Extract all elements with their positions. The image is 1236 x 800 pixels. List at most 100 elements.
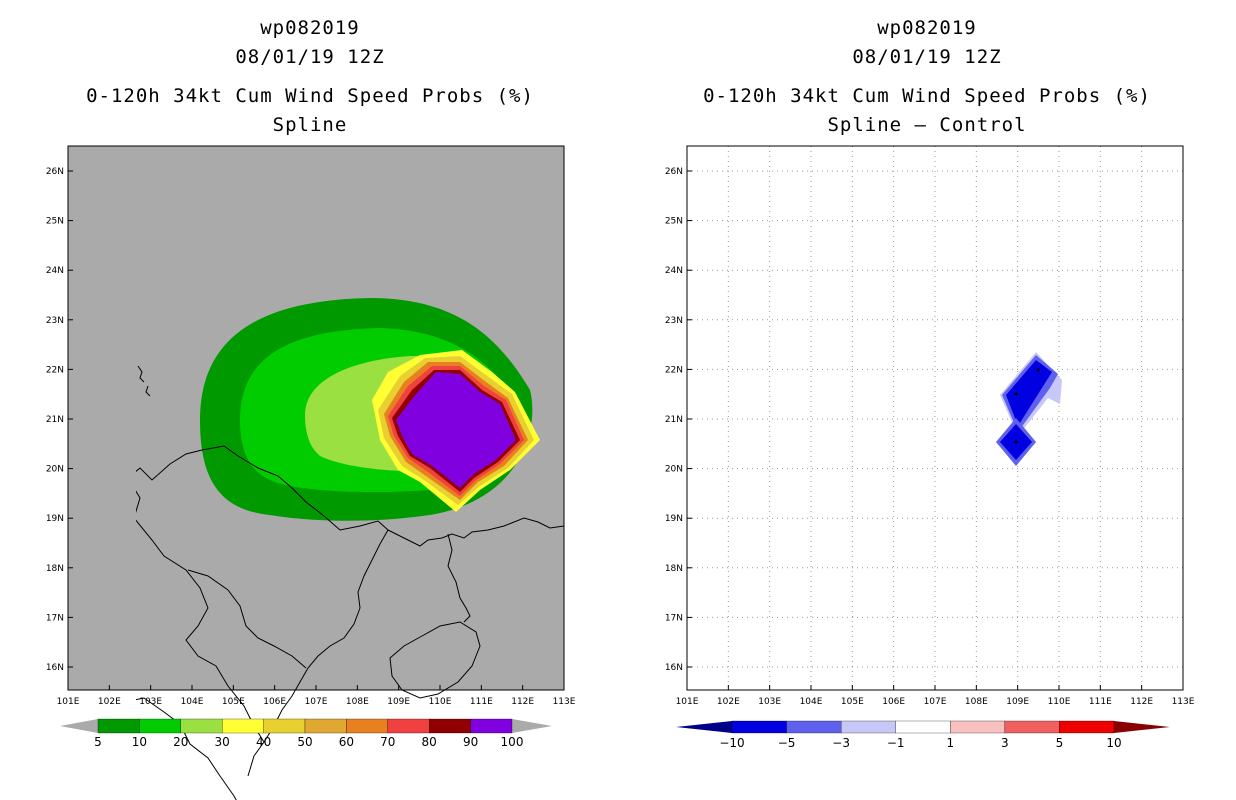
colorbar-swatch — [1004, 720, 1060, 734]
right-method: Spline – Control — [827, 114, 1027, 136]
lon-tick-label: 109E — [387, 697, 410, 707]
right-storm-id: wp082019 — [877, 17, 977, 39]
colorbar-label: 50 — [297, 735, 312, 749]
right-product: 0-120h 34kt Cum Wind Speed Probs (%) — [703, 85, 1151, 107]
colorbar-label: 1 — [946, 736, 954, 750]
colorbar-label: 90 — [463, 735, 478, 749]
lat-tick-label: 20N — [46, 465, 64, 475]
lon-tick-label: 112E — [1130, 697, 1153, 707]
colorbar-swatch — [222, 718, 264, 734]
lat-tick-label: 21N — [46, 415, 64, 425]
colorbar-swatch — [97, 718, 140, 734]
lon-tick-label: 110E — [1048, 697, 1071, 707]
left-map-panel: 101E 102E 103E 104E 105E 106E 107E 108E 109E 110E… — [46, 145, 576, 800]
colorbar-low-triangle — [676, 721, 732, 733]
lon-tick-label: 103E — [139, 697, 162, 707]
right-map-gridlines — [687, 146, 1183, 690]
lat-tick-label: 26N — [46, 167, 64, 177]
right-map-background — [687, 146, 1183, 690]
lat-tick-label: 24N — [46, 266, 64, 276]
lat-tick-label: 22N — [665, 365, 683, 375]
lon-tick-label: 108E — [346, 697, 369, 707]
lat-tick-label: 19N — [46, 514, 64, 524]
lon-tick-label: 102E — [98, 697, 121, 707]
lon-tick-label: 112E — [511, 697, 534, 707]
colorbar-swatch — [731, 720, 787, 734]
colorbar-swatch — [346, 718, 388, 734]
colorbar-label: −1 — [887, 736, 905, 750]
lat-tick-label: 18N — [46, 564, 64, 574]
lat-tick-label: 23N — [665, 316, 683, 326]
left-axis-ticks: 101E 102E 103E 104E 105E 106E 107E 108E 109E 110E… — [46, 167, 576, 707]
colorbar-swatch — [180, 718, 223, 734]
lon-tick-label: 105E — [222, 697, 245, 707]
lat-tick-label: 20N — [665, 465, 683, 475]
colorbar-label: −5 — [778, 736, 796, 750]
lat-tick-label: 25N — [46, 217, 64, 227]
colorbar-label: 60 — [339, 735, 354, 749]
right-map-panel: 101E 102E 103E 104E 105E 106E 107E 108E 109E 110E… — [665, 145, 1195, 707]
colorbar-swatch — [950, 720, 1006, 734]
left-storm-id: wp082019 — [260, 17, 360, 39]
lon-tick-label: 102E — [717, 697, 740, 707]
colorbar-label: 100 — [501, 735, 524, 749]
colorbar-low-triangle — [60, 719, 98, 733]
colorbar-swatch — [786, 720, 842, 734]
colorbar-label: −10 — [719, 736, 744, 750]
control-point-marker — [1014, 440, 1018, 444]
left-probability-contours — [200, 298, 540, 521]
control-point-marker — [1014, 392, 1018, 396]
lon-tick-label: 101E — [57, 697, 80, 707]
lon-tick-label: 104E — [800, 697, 823, 707]
lon-tick-label: 108E — [965, 697, 988, 707]
left-panel-title: wp082019 08/01/19 12Z 0-120h 34kt Cum Wi… — [60, 14, 560, 140]
colorbar-label: 20 — [173, 735, 188, 749]
colorbar-high-triangle — [512, 719, 552, 733]
lat-tick-label: 26N — [665, 167, 683, 177]
lat-tick-label: 23N — [46, 316, 64, 326]
lon-tick-label: 103E — [758, 697, 781, 707]
colorbar-label: 70 — [380, 735, 395, 749]
colorbar-high-triangle — [1114, 721, 1170, 733]
colorbar-label: 80 — [422, 735, 437, 749]
lon-tick-label: 101E — [676, 697, 699, 707]
lon-tick-label: 111E — [1089, 697, 1112, 707]
right-axis-ticks: 101E 102E 103E 104E 105E 106E 107E 108E 109E 110E… — [665, 167, 1195, 707]
left-method: Spline — [272, 114, 348, 136]
colorbar-swatch — [895, 720, 951, 734]
right-panel-title: wp082019 08/01/19 12Z 0-120h 34kt Cum Wi… — [677, 14, 1177, 140]
colorbar-label: 10 — [132, 735, 147, 749]
lon-tick-label: 107E — [305, 697, 328, 707]
colorbar-label: 3 — [1001, 736, 1009, 750]
colorbar-swatch — [470, 718, 513, 734]
lon-tick-label: 111E — [470, 697, 493, 707]
colorbar-label: 5 — [94, 735, 102, 749]
lon-tick-label: 104E — [181, 697, 204, 707]
control-point-marker — [1036, 368, 1040, 372]
lon-tick-label: 107E — [924, 697, 947, 707]
lon-tick-label: 110E — [429, 697, 452, 707]
lat-tick-label: 16N — [46, 663, 64, 673]
left-datetime: 08/01/19 12Z — [235, 46, 385, 68]
lat-tick-label: 21N — [665, 415, 683, 425]
colorbar-swatch — [840, 720, 896, 734]
right-colorbar: −10 −5 −3 −1 1 3 5 10 — [676, 720, 1170, 750]
colorbar-label: 40 — [256, 735, 271, 749]
lat-tick-label: 22N — [46, 365, 64, 375]
colorbar-swatch — [387, 718, 430, 734]
right-difference-contours — [996, 352, 1062, 466]
lon-tick-label: 106E — [263, 697, 286, 707]
lon-tick-label: 105E — [841, 697, 864, 707]
lon-tick-label: 113E — [553, 697, 576, 707]
colorbar-swatch — [304, 718, 347, 734]
colorbar-swatch — [263, 718, 306, 734]
lat-tick-label: 24N — [665, 266, 683, 276]
colorbar-swatch — [139, 718, 181, 734]
colorbar-label: 30 — [215, 735, 230, 749]
left-product: 0-120h 34kt Cum Wind Speed Probs (%) — [86, 85, 534, 107]
colorbar-swatch — [429, 718, 471, 734]
colorbar-label: 10 — [1106, 736, 1121, 750]
left-colorbar: 5 10 20 30 40 50 60 70 80 90 100 — [60, 718, 552, 749]
lat-tick-label: 17N — [665, 613, 683, 623]
